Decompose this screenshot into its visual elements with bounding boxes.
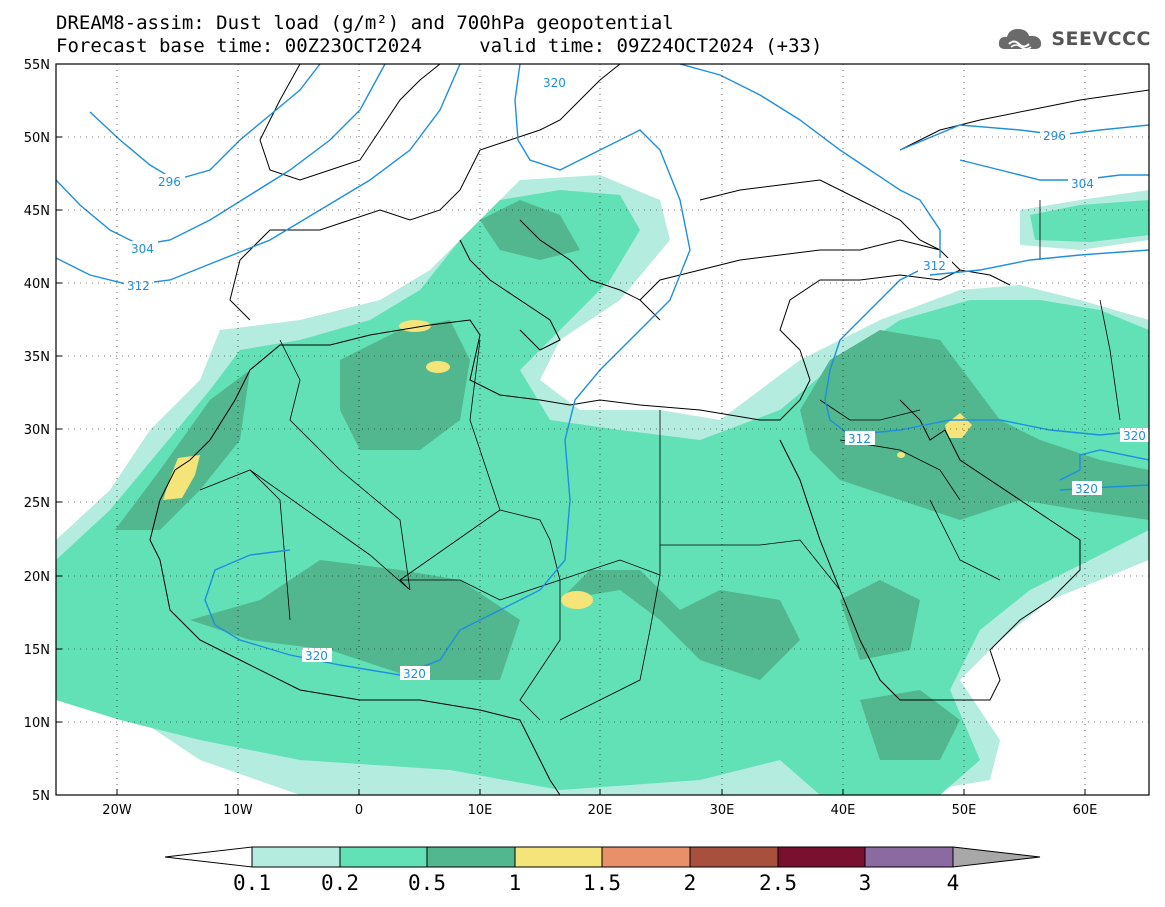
contour-label: 312 [848, 432, 871, 446]
lon-label: 10E [468, 803, 493, 818]
contour-label: 296 [158, 175, 181, 189]
colorbar-arrow-right [952, 846, 1041, 868]
lon-label: 30E [710, 803, 735, 818]
lat-label: 5N [32, 789, 50, 804]
colorbar-labels: 0.1 0.2 0.5 1 1.5 2 2.5 3 4 [233, 871, 959, 895]
contour-labels: 320 296 304 312 296 304 312 312 320 320 … [124, 75, 1149, 681]
axis-ticks [56, 63, 1086, 796]
lat-label: 55N [24, 58, 50, 73]
lat-label: 50N [24, 131, 50, 146]
colorbar-label: 0.1 [233, 871, 271, 895]
colorbar-label: 2.5 [759, 871, 797, 895]
lat-label: 15N [24, 643, 50, 658]
contour-label: 320 [305, 649, 328, 663]
contour-label: 304 [131, 242, 154, 256]
lon-label: 20W [102, 803, 132, 818]
colorbar-swatch [251, 846, 341, 868]
lat-label: 10N [24, 716, 50, 731]
colorbar-label: 1.5 [583, 871, 621, 895]
colorbar [164, 846, 1041, 868]
colorbar-label: 3 [859, 871, 872, 895]
map-area: 320 296 304 312 296 304 312 312 320 320 … [56, 64, 1149, 795]
contour-label: 312 [127, 279, 150, 293]
lat-label: 40N [24, 277, 50, 292]
lon-label: 0 [355, 803, 363, 818]
logo-text: SEEVCCC [1051, 28, 1151, 50]
contour-label: 296 [1043, 129, 1066, 143]
contour-label: 320 [1075, 482, 1098, 496]
contour-label: 304 [1071, 177, 1094, 191]
colorbar-arrow-left [164, 846, 253, 868]
dust-layer-0-5 [115, 200, 1149, 760]
longitude-labels: 20W 10W 0 10E 20E 30E 40E 50E 60E [102, 803, 1097, 818]
colorbar-label: 4 [947, 871, 960, 895]
colorbar-swatch [689, 846, 779, 868]
dust-layer-1 [163, 320, 972, 609]
geopotential-contours [56, 64, 1149, 676]
latitude-labels: 55N 50N 45N 40N 35N 30N 25N 20N 15N 10N … [24, 58, 50, 804]
lat-label: 45N [24, 204, 50, 219]
lat-label: 35N [24, 350, 50, 365]
lon-label: 20E [588, 803, 613, 818]
contour-label: 312 [923, 259, 946, 273]
seevccc-logo: SEEVCCC [997, 24, 1151, 54]
lat-label: 20N [24, 570, 50, 585]
colorbar-swatch [339, 846, 428, 868]
colorbar-label: 0.5 [408, 871, 446, 895]
colorbar-swatch [601, 846, 691, 868]
chart-title-line-1: DREAM8-assim: Dust load (g/m²) and 700hP… [56, 12, 674, 34]
colorbar-swatch [514, 846, 603, 868]
contour-label: 320 [543, 76, 566, 90]
colorbar-label: 2 [684, 871, 697, 895]
contour-label: 320 [403, 667, 426, 681]
lon-label: 10W [223, 803, 253, 818]
graticule [56, 64, 1149, 795]
colorbar-swatch [777, 846, 866, 868]
colorbar-swatch [426, 846, 516, 868]
lon-label: 60E [1073, 803, 1098, 818]
cloud-icon [999, 29, 1042, 50]
lon-label: 40E [831, 803, 856, 818]
chart-title-line-2: Forecast base time: 00Z23OCT2024 valid t… [56, 35, 823, 57]
lat-label: 30N [24, 423, 50, 438]
contour-label: 320 [1123, 429, 1146, 443]
lat-label: 25N [24, 496, 50, 511]
colorbar-swatch [864, 846, 954, 868]
colorbar-label: 0.2 [321, 871, 359, 895]
colorbar-label: 1 [509, 871, 522, 895]
lon-label: 50E [952, 803, 977, 818]
